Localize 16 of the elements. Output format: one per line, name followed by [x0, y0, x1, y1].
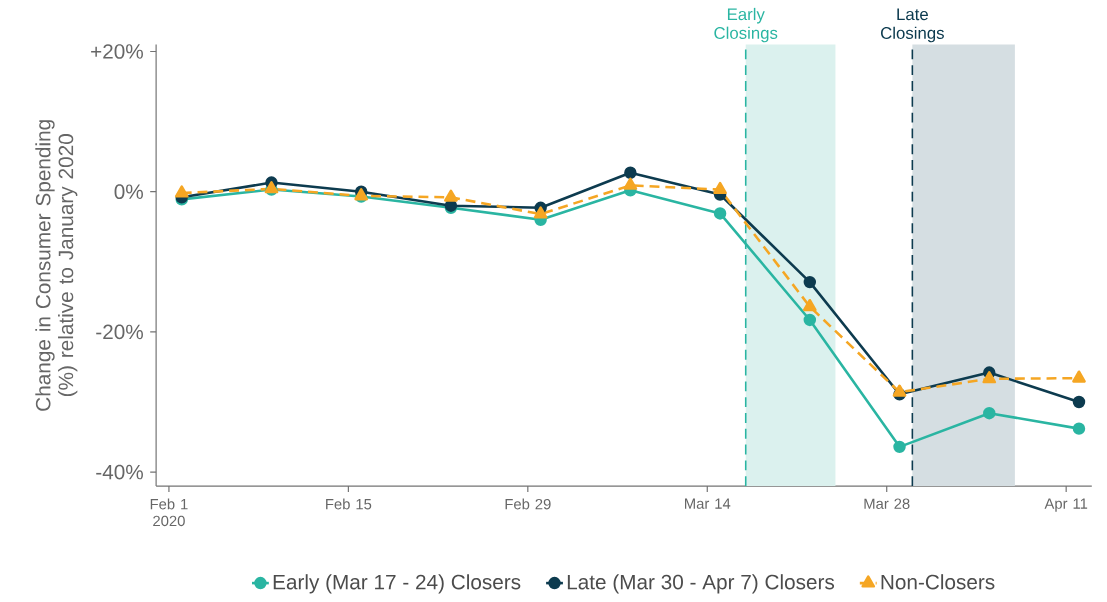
y-axis-title: Change in Consumer Spending (%) relative to January 2020 [35, 120, 78, 411]
legend-label: Late (Mar 30 - Apr 7) Closers [567, 574, 835, 594]
ref-line-label: Early Closings [714, 8, 778, 43]
x-tick-label: Apr 11 [1044, 498, 1088, 512]
x-tick-label: Mar 14 [685, 498, 731, 509]
y-tick-label: -40% [96, 464, 143, 480]
x-tick-label: Mar 28 [864, 498, 910, 510]
y-tick-label: 0% [114, 184, 143, 200]
x-tick-label: Feb 29 [505, 498, 551, 510]
y-tick-label: -20% [96, 324, 143, 340]
ref-line-label: Late Closings [881, 8, 944, 43]
y-tick-label: +20% [91, 44, 143, 59]
x-tick-label: Feb 15 [326, 498, 372, 510]
legend-label: Early (Mar 17 - 24) Closers [273, 574, 521, 594]
legend-label: Non-Closers [881, 574, 995, 590]
x-tick-label: Feb 1 2020 [150, 498, 188, 527]
